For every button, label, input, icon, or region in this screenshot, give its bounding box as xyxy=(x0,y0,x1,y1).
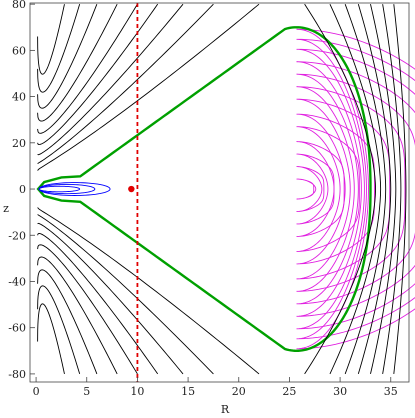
y-tick-label--80: -80 xyxy=(8,368,26,381)
left-field-line-6-top xyxy=(37,3,98,109)
left-field-line-4-top xyxy=(37,3,138,134)
closed-surface-6 xyxy=(296,98,391,280)
open-field-line-5 xyxy=(382,4,402,374)
open-field-line-0 xyxy=(304,3,377,375)
x-tick-label-15: 15 xyxy=(181,385,195,398)
y-tick-label-0: 0 xyxy=(19,183,26,196)
inner-field-line-0 xyxy=(38,185,81,193)
left-field-line-5-top xyxy=(37,3,118,122)
reference-point xyxy=(128,185,135,193)
left-field-line-0-top xyxy=(37,3,260,171)
inner-field-line-2 xyxy=(38,182,111,196)
closed-surface-5 xyxy=(296,113,376,265)
left-field-line-7-bottom xyxy=(37,285,81,375)
left-field-line-1-bottom xyxy=(37,214,214,375)
left-field-line-3-top xyxy=(37,3,159,146)
x-axis-label: R xyxy=(221,403,230,416)
x-tick-label-35: 35 xyxy=(384,385,398,398)
y-tick-label-20: 20 xyxy=(12,137,26,150)
open-field-line-4 xyxy=(370,4,397,375)
left-field-line-8-top xyxy=(37,4,65,75)
inner-field-line-1 xyxy=(38,183,96,195)
open-field-line-2 xyxy=(344,4,387,375)
left-field-line-8-bottom xyxy=(37,303,65,375)
left-field-line-1-top xyxy=(37,3,214,164)
closed-surface-9 xyxy=(296,61,415,317)
field-lines-layer xyxy=(36,3,415,382)
y-axis-label: z xyxy=(3,202,9,215)
closed-surface-4 xyxy=(296,126,360,252)
x-tick-label-10: 10 xyxy=(130,385,144,398)
x-tick-label-30: 30 xyxy=(333,385,347,398)
left-field-line-2-top xyxy=(37,3,184,156)
y-tick-label--20: -20 xyxy=(8,229,26,242)
open-field-line-3 xyxy=(357,4,392,375)
y-tick-label--40: -40 xyxy=(8,275,26,288)
separatrix-line xyxy=(36,26,372,353)
closed-surface-3 xyxy=(296,141,345,237)
left-field-line-7-top xyxy=(37,4,81,93)
y-tick-label--60: -60 xyxy=(8,322,26,335)
closed-surface-7 xyxy=(296,86,406,292)
left-field-line-4-bottom xyxy=(37,244,138,375)
x-tick-label-5: 5 xyxy=(83,385,90,398)
left-field-line-3-bottom xyxy=(37,233,159,375)
left-field-line-5-bottom xyxy=(37,256,118,375)
plot-frame xyxy=(29,2,410,383)
x-tick-label-20: 20 xyxy=(232,385,246,398)
closed-surface-0 xyxy=(296,178,317,200)
x-tick-label-25: 25 xyxy=(282,385,296,398)
closed-surface-11 xyxy=(296,38,415,340)
axes-layer: 0 5 10 15 20 25 30 35 -80 -60 -40 -20 0 20 40 60 80 xyxy=(8,0,410,398)
closed-surface-1 xyxy=(296,166,325,212)
x-tick-label-0: 0 xyxy=(33,385,40,398)
y-tick-label-60: 60 xyxy=(12,44,26,57)
open-field-line-6 xyxy=(393,4,407,374)
closed-surface-8 xyxy=(296,73,415,305)
closed-surface-12 xyxy=(296,28,415,350)
y-tick-label-80: 80 xyxy=(12,0,26,11)
left-field-line-6-bottom xyxy=(37,269,98,375)
open-field-line-1 xyxy=(329,3,382,375)
closed-surface-10 xyxy=(296,48,415,330)
left-field-line-2-bottom xyxy=(37,222,184,375)
left-field-line-0-bottom xyxy=(37,207,260,375)
y-tick-label-40: 40 xyxy=(12,91,26,104)
